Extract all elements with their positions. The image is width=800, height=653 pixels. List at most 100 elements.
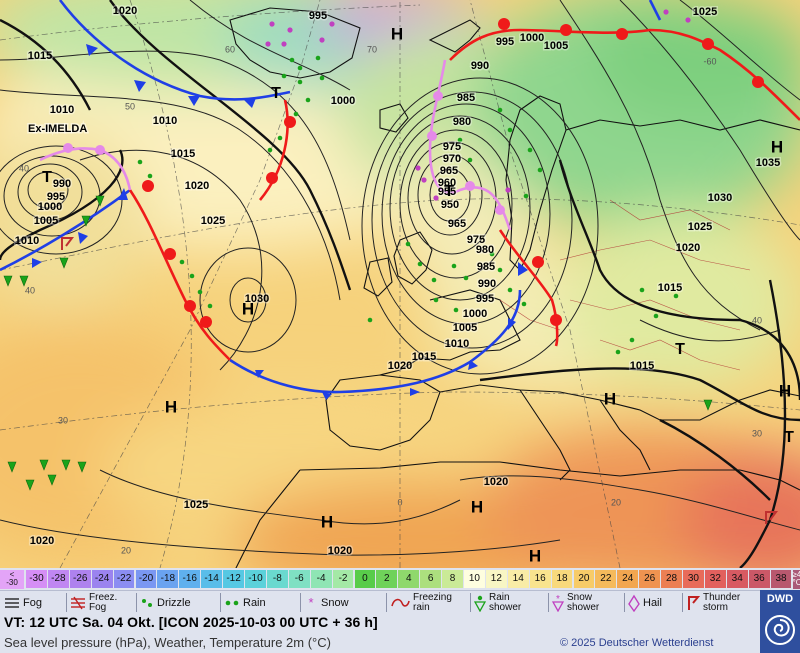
- isobar-label: 1030: [245, 293, 269, 305]
- legend-item: Freez. Fog: [70, 591, 117, 614]
- scale-cell: 28: [661, 570, 682, 588]
- legend-item: Thunder storm: [686, 591, 740, 614]
- isobar-label: 995: [476, 293, 494, 305]
- isobar-label: 1010: [153, 115, 177, 127]
- isobar-label: 985: [477, 261, 495, 273]
- isobar-label: 1010: [15, 235, 39, 247]
- scale-cell: 36: [748, 570, 770, 588]
- isobar-label: 1005: [544, 40, 568, 52]
- low-pressure-center: T: [784, 429, 794, 446]
- low-pressure-center: T: [271, 85, 281, 102]
- temperature-label: 20: [611, 497, 621, 507]
- scale-cell: -22: [113, 570, 135, 588]
- dwd-spiral-icon: [765, 615, 795, 645]
- legend-label: Drizzle: [157, 596, 191, 609]
- isobar-label: 1025: [201, 215, 225, 227]
- isobar-label: 990: [478, 278, 496, 290]
- legend-separator: [682, 593, 683, 612]
- rain-icon: [224, 596, 240, 610]
- legend-separator: [136, 593, 137, 612]
- isobar-label: 1020: [676, 242, 700, 254]
- freezing-rain-icon: [390, 596, 410, 610]
- isobar-label: 1005: [453, 322, 477, 334]
- temperature-label: 50: [125, 101, 135, 111]
- high-pressure-center: H: [529, 546, 541, 565]
- occlusion-symbols: [63, 91, 505, 215]
- isobar-label: 995: [47, 191, 65, 203]
- isobar-label: 975: [467, 234, 485, 246]
- legend-separator: [624, 593, 625, 612]
- weather-map[interactable]: 1020 995 1025 1015 1000 995 1005 990 1010 1010 100…: [0, 0, 800, 568]
- isobar-label: 1030: [708, 192, 732, 204]
- scale-cell: 6: [420, 570, 442, 588]
- legend-label: Freez. Fog: [89, 591, 118, 613]
- snow-shower-icon: *: [552, 594, 564, 612]
- legend-label: Snow shower: [567, 591, 600, 613]
- temperature-scale: < -30 -30 -28 -26 -24 -22 -20 -18 -16 -14 -12 -10 -8…: [0, 568, 800, 590]
- scale-cell: 0: [354, 570, 376, 588]
- scale-cell: 30: [683, 570, 704, 588]
- temperature-label: 40: [19, 163, 29, 173]
- high-pressure-center: H: [779, 381, 791, 400]
- scale-cell: 12: [485, 570, 507, 588]
- scale-cell: -6: [288, 570, 310, 588]
- dwd-logo-text: DWD: [766, 593, 794, 605]
- isobar-label: 995: [309, 10, 327, 22]
- legend-label: Freezing rain: [413, 591, 452, 613]
- scale-cell: -8: [266, 570, 288, 588]
- storm-name-label: Ex-IMELDA: [28, 123, 87, 135]
- legend-separator: [386, 593, 387, 612]
- scale-cell: 14: [507, 570, 529, 588]
- legend-item: * Snow shower: [552, 591, 599, 614]
- scale-cell: 34: [726, 570, 748, 588]
- isobar-label: 1015: [171, 148, 195, 160]
- scale-cell: 8: [442, 570, 463, 588]
- isobar-label: 955: [438, 186, 456, 198]
- legend-item: * Snow: [304, 591, 348, 614]
- scale-cell: 22: [595, 570, 617, 588]
- isobar-label: 990: [53, 178, 71, 190]
- scale-low-end: < -30: [0, 570, 24, 589]
- low-pressure-center: T: [444, 183, 454, 200]
- isobar-label: 985: [457, 92, 475, 104]
- scale-cell: -18: [157, 570, 179, 588]
- scale-cell: 32: [704, 570, 726, 588]
- isobar-label: 1015: [630, 360, 654, 372]
- dwd-logo[interactable]: DWD: [760, 590, 800, 653]
- coastlines: [229, 7, 800, 568]
- thunderstorm-icon: [686, 595, 700, 611]
- copyright: © 2025 Deutscher Wetterdienst: [560, 637, 714, 649]
- temperature-label: 20: [121, 545, 131, 555]
- weather-map-canvas: 1020 995 1025 1015 1000 995 1005 990 1010 1010 100…: [0, 0, 800, 568]
- scale-cell: -26: [69, 570, 91, 588]
- legend-label: Rain: [243, 596, 266, 609]
- isobar-label: 960: [438, 177, 456, 189]
- snow-icon: *: [304, 596, 318, 610]
- isobar-label: 1015: [658, 282, 682, 294]
- legend-label: Fog: [23, 596, 42, 609]
- weather-legend: Fog Freez. Fog Drizzle Rain * Snow Freezing ra…: [0, 590, 760, 614]
- legend-separator: [66, 593, 67, 612]
- isobar-label: 1025: [693, 6, 717, 18]
- temperature-label: 40: [25, 285, 35, 295]
- isobar-label: 1010: [445, 338, 469, 350]
- rain-symbols: [137, 55, 679, 355]
- temperature-label: 0: [397, 497, 402, 507]
- svg-text:*: *: [308, 596, 313, 610]
- isobar-label: 1015: [28, 50, 52, 62]
- warm-front-semicircles: [142, 18, 764, 328]
- isobar-label: 995: [496, 36, 514, 48]
- scale-cell: 38: [770, 570, 792, 588]
- isobar-label: 1000: [520, 32, 544, 44]
- high-pressure-center: H: [165, 397, 177, 416]
- legend-label: Rain shower: [489, 591, 522, 613]
- high-pressure-center: H: [321, 512, 333, 531]
- isobar-label: 1020: [388, 360, 412, 372]
- scale-cell: 26: [639, 570, 661, 588]
- isobar-label: 1020: [30, 535, 54, 547]
- legend-item: Rain shower: [474, 591, 521, 614]
- map-footer: VT: 12 UTC Sa. 04 Okt. [ICON 2025-10-03 …: [0, 613, 760, 653]
- isobar-label: 1000: [463, 308, 487, 320]
- isobar-label: 1025: [184, 499, 208, 511]
- temperature-label: 70: [367, 44, 377, 54]
